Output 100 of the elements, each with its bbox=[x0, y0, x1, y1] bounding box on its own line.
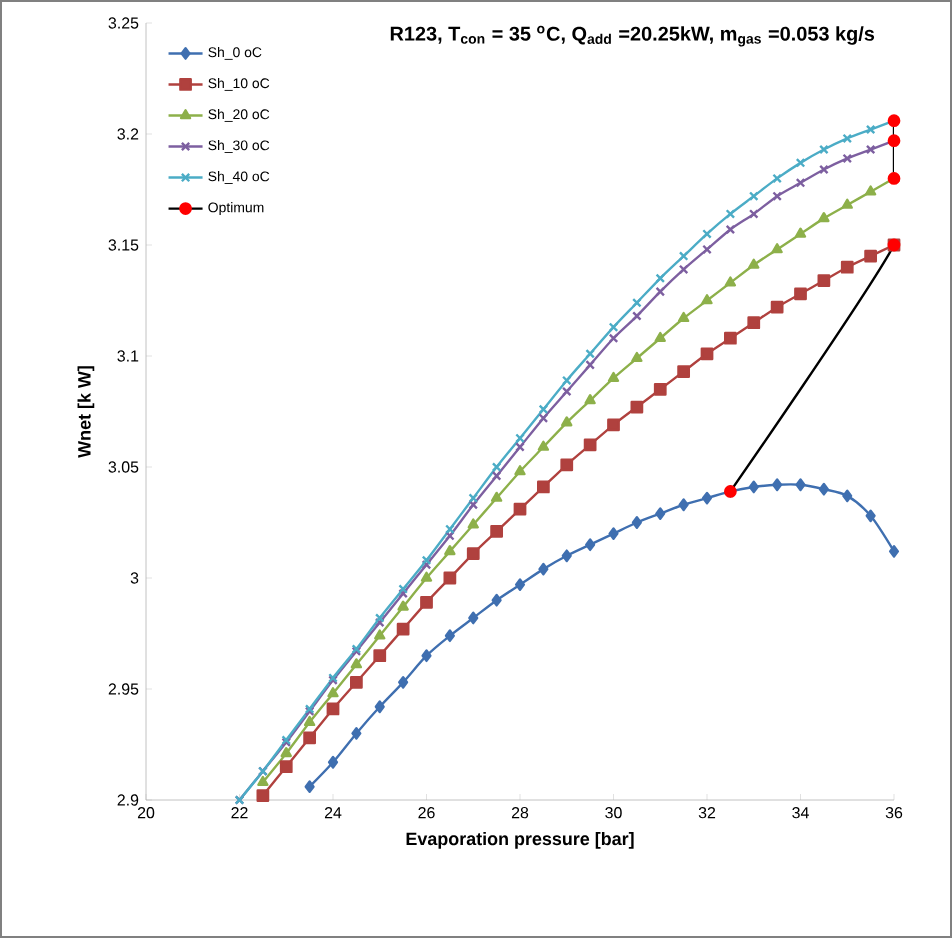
point bbox=[678, 251, 689, 261]
point bbox=[842, 153, 853, 164]
point bbox=[865, 144, 876, 155]
point bbox=[725, 224, 736, 235]
point bbox=[748, 191, 759, 202]
point bbox=[678, 498, 689, 512]
point bbox=[748, 258, 760, 269]
point bbox=[350, 675, 363, 689]
point bbox=[795, 177, 806, 188]
point bbox=[678, 264, 689, 275]
point bbox=[444, 544, 456, 556]
point bbox=[303, 715, 316, 727]
x-axis-title: Evaporation pressure [bar] bbox=[406, 832, 634, 849]
point bbox=[257, 775, 269, 787]
point bbox=[701, 294, 713, 305]
point bbox=[677, 365, 691, 378]
point bbox=[396, 622, 410, 636]
point bbox=[374, 613, 385, 623]
point bbox=[421, 649, 432, 663]
point bbox=[795, 478, 806, 492]
point bbox=[794, 287, 807, 301]
point bbox=[583, 438, 597, 452]
point bbox=[702, 229, 712, 239]
point bbox=[515, 433, 525, 443]
point bbox=[491, 471, 502, 481]
point bbox=[561, 375, 572, 386]
point bbox=[655, 507, 666, 520]
point bbox=[841, 198, 853, 209]
point bbox=[632, 297, 642, 308]
point bbox=[700, 347, 714, 361]
point bbox=[585, 360, 595, 370]
point bbox=[538, 413, 549, 424]
point bbox=[398, 675, 409, 689]
point bbox=[632, 311, 642, 321]
point bbox=[840, 260, 854, 274]
point bbox=[724, 276, 737, 287]
point bbox=[795, 158, 806, 168]
point bbox=[631, 351, 643, 363]
point bbox=[772, 173, 782, 184]
point bbox=[490, 491, 503, 502]
point bbox=[420, 571, 433, 582]
point bbox=[468, 493, 479, 503]
point bbox=[304, 780, 315, 794]
chart-title: R123, T$_{con}$ = 35 $^{o}$C, Q$_{add}$ =20.25kW, m$_{gas}$ =0.053 kg/s bbox=[390, 25, 875, 47]
point bbox=[772, 191, 782, 202]
point bbox=[818, 211, 830, 223]
point bbox=[772, 478, 783, 492]
point bbox=[491, 593, 502, 607]
point bbox=[513, 502, 527, 516]
point bbox=[280, 747, 292, 758]
point bbox=[327, 687, 339, 698]
point bbox=[607, 418, 620, 432]
point bbox=[561, 386, 572, 397]
point bbox=[514, 465, 526, 476]
point bbox=[374, 629, 386, 640]
point bbox=[818, 482, 829, 496]
point bbox=[725, 209, 736, 219]
point bbox=[537, 440, 550, 451]
point bbox=[654, 331, 666, 343]
point bbox=[466, 547, 480, 560]
point bbox=[514, 578, 526, 592]
point bbox=[327, 755, 339, 769]
point bbox=[374, 617, 385, 628]
point bbox=[608, 333, 619, 344]
y-axis-title: Wnet [k W] bbox=[77, 366, 95, 458]
point bbox=[842, 489, 853, 503]
point bbox=[865, 124, 876, 135]
point bbox=[303, 731, 317, 745]
point bbox=[888, 544, 900, 558]
point bbox=[748, 209, 759, 219]
point bbox=[444, 629, 455, 643]
point bbox=[724, 331, 737, 345]
point bbox=[819, 144, 829, 155]
point bbox=[630, 400, 644, 414]
point bbox=[655, 273, 666, 284]
point bbox=[771, 243, 783, 254]
point bbox=[655, 286, 666, 297]
point bbox=[794, 227, 807, 238]
point bbox=[351, 727, 362, 740]
point bbox=[420, 596, 433, 609]
point bbox=[701, 491, 713, 505]
point bbox=[585, 538, 596, 552]
point bbox=[817, 274, 831, 287]
point bbox=[864, 249, 878, 263]
point bbox=[747, 316, 761, 330]
point bbox=[490, 525, 504, 538]
point bbox=[561, 549, 572, 563]
point bbox=[677, 311, 690, 323]
point bbox=[515, 442, 525, 452]
point bbox=[865, 509, 876, 523]
point bbox=[279, 760, 293, 774]
point bbox=[608, 322, 619, 332]
point bbox=[326, 702, 340, 716]
point bbox=[770, 300, 784, 314]
point bbox=[537, 480, 550, 494]
point bbox=[702, 244, 712, 255]
point bbox=[560, 458, 574, 472]
point bbox=[561, 416, 573, 427]
point bbox=[653, 382, 667, 396]
point bbox=[585, 348, 595, 359]
